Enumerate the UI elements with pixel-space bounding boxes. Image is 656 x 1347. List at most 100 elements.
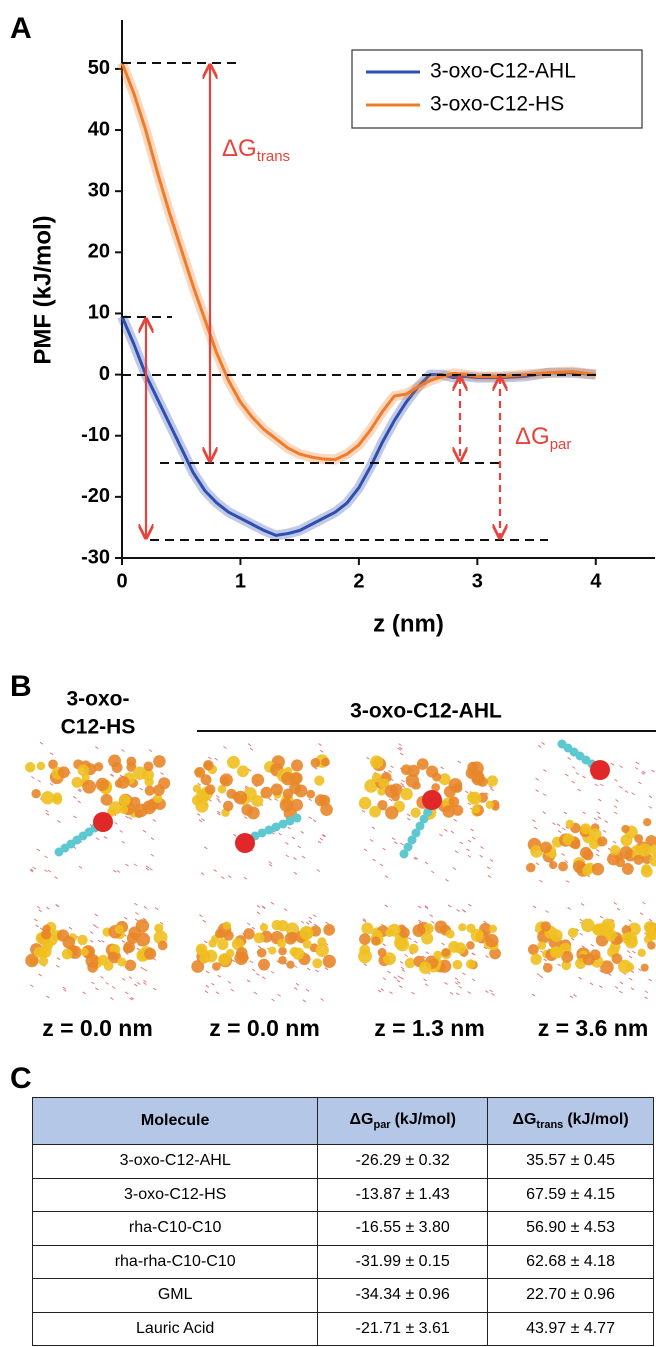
lipid bbox=[61, 948, 73, 960]
water bbox=[308, 916, 313, 920]
water bbox=[29, 869, 34, 873]
water bbox=[201, 818, 205, 822]
water bbox=[384, 904, 389, 908]
lipid bbox=[205, 784, 216, 795]
y-tick-label: -30 bbox=[81, 546, 110, 568]
water bbox=[599, 915, 604, 919]
annotation-text: ΔG bbox=[222, 135, 257, 162]
water bbox=[642, 901, 646, 905]
water bbox=[78, 788, 83, 792]
lipid bbox=[253, 932, 265, 944]
water bbox=[95, 987, 99, 991]
water bbox=[243, 816, 248, 820]
lipid bbox=[614, 935, 623, 945]
lipid bbox=[291, 759, 304, 772]
water bbox=[110, 997, 114, 1000]
water bbox=[230, 988, 235, 992]
water bbox=[261, 905, 266, 909]
y-tick-label: 30 bbox=[88, 179, 110, 201]
water bbox=[246, 922, 251, 926]
water bbox=[94, 746, 99, 749]
lipid bbox=[146, 800, 157, 811]
lipid bbox=[609, 845, 621, 856]
water bbox=[363, 963, 367, 966]
water bbox=[537, 745, 542, 748]
lipid bbox=[323, 923, 336, 936]
water bbox=[467, 854, 472, 858]
annotation-sub: par bbox=[550, 436, 572, 453]
lipid bbox=[410, 807, 421, 818]
water bbox=[251, 968, 256, 972]
water bbox=[154, 907, 159, 911]
water bbox=[454, 977, 459, 981]
water bbox=[45, 809, 49, 813]
water bbox=[464, 790, 469, 794]
water bbox=[319, 837, 324, 841]
lipid bbox=[377, 799, 388, 811]
lipid bbox=[565, 819, 574, 829]
water bbox=[308, 816, 312, 820]
water bbox=[616, 907, 621, 911]
molecule-head bbox=[93, 812, 113, 832]
lipid bbox=[191, 795, 203, 806]
lipid bbox=[226, 755, 240, 769]
water bbox=[62, 986, 66, 990]
water bbox=[285, 854, 290, 858]
water bbox=[245, 785, 249, 789]
lipid bbox=[640, 963, 649, 972]
lipid bbox=[52, 792, 63, 802]
plot: -30 -20 -10 0 10 20 30 40 50 0 1 2 3 4 z (nm) PMF (kJ/m… bbox=[29, 20, 655, 637]
table-cell: Lauric Acid bbox=[31, 1311, 319, 1346]
water bbox=[565, 773, 569, 777]
water bbox=[379, 863, 384, 867]
water bbox=[462, 972, 466, 976]
water bbox=[466, 848, 470, 852]
water bbox=[631, 792, 635, 796]
water bbox=[596, 811, 601, 815]
table-cell: 62.68 ± 4.18 bbox=[487, 1244, 654, 1279]
lipid bbox=[448, 796, 460, 808]
lipid bbox=[540, 921, 552, 932]
lipid bbox=[549, 929, 563, 943]
water bbox=[46, 995, 50, 999]
water bbox=[199, 914, 203, 918]
lipid bbox=[433, 950, 443, 960]
water bbox=[414, 940, 418, 944]
lipid bbox=[597, 836, 608, 847]
water bbox=[398, 743, 402, 747]
water bbox=[598, 798, 602, 802]
water bbox=[430, 870, 435, 874]
water bbox=[293, 871, 298, 875]
water bbox=[589, 982, 594, 986]
lipid bbox=[231, 938, 245, 951]
water bbox=[531, 993, 536, 997]
water bbox=[283, 908, 288, 912]
lipid bbox=[124, 959, 137, 972]
water bbox=[228, 875, 232, 878]
lipid bbox=[384, 784, 398, 798]
lipid bbox=[588, 828, 602, 842]
snapshot-title: 3-oxo-C12-AHL bbox=[350, 700, 502, 723]
water bbox=[423, 978, 427, 982]
lipid bbox=[208, 939, 217, 948]
lipid bbox=[561, 950, 574, 963]
table-body: 3-oxo-C12-AHL -26.29 ± 0.32 35.57 ± 0.45 3-… bbox=[31, 1144, 654, 1346]
water bbox=[136, 947, 141, 951]
lipid bbox=[647, 929, 656, 941]
water bbox=[449, 991, 454, 995]
water bbox=[285, 842, 289, 845]
water bbox=[561, 853, 565, 856]
lipid bbox=[466, 941, 475, 950]
snapshot-caption: z = 0.0 nm bbox=[209, 1015, 320, 1041]
water bbox=[480, 846, 484, 850]
water bbox=[249, 747, 254, 751]
lipid bbox=[259, 923, 269, 932]
water bbox=[424, 906, 429, 910]
water bbox=[624, 790, 629, 793]
water bbox=[293, 987, 298, 990]
water bbox=[593, 817, 598, 821]
lipid bbox=[299, 926, 314, 940]
water bbox=[418, 919, 422, 923]
snapshot bbox=[25, 902, 168, 1001]
water bbox=[302, 999, 307, 1003]
